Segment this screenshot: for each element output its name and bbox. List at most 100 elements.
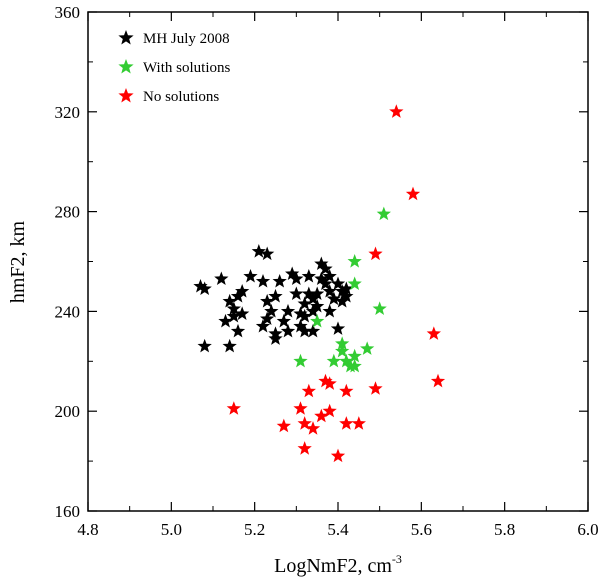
legend-marker [118,30,134,45]
data-point-series-1 [230,288,246,303]
data-point-series-1 [301,286,316,300]
data-point-series-1 [280,323,296,338]
data-point-series-2 [293,353,308,368]
data-point-series-1 [197,338,212,353]
data-point-series-2 [339,353,354,368]
plot-frame [87,11,589,512]
data-point-series-2 [372,301,387,315]
legend: MH July 2008 With solutions No solutions [118,30,230,105]
data-point-series-3 [322,376,337,390]
data-point-series-1 [305,303,321,318]
ticks-layer [87,11,589,512]
legend-marker [118,59,134,74]
x-tick-label: 5.4 [327,520,349,539]
points-layer [193,104,446,463]
data-point-series-1 [268,288,283,303]
data-point-series-1 [222,293,237,308]
data-point-series-1 [260,311,275,325]
y-tick-label: 200 [55,402,81,421]
data-point-series-1 [280,303,296,318]
data-point-series-1 [339,281,354,296]
data-point-series-1 [297,308,312,323]
x-tick-label: 5.8 [494,520,515,539]
data-point-series-2 [347,254,362,268]
y-tick-labels: 160 200 240 280 320 360 [55,3,81,521]
data-point-series-2 [335,336,350,350]
data-point-series-1 [285,266,300,281]
data-point-series-2 [347,358,362,373]
data-point-series-1 [255,318,271,333]
data-point-series-3 [368,381,383,395]
data-point-series-3 [389,104,404,118]
data-point-series-1 [260,293,275,308]
data-point-series-1 [226,301,241,315]
x-tick-label: 6.0 [577,520,598,539]
data-point-series-1 [235,306,250,320]
data-point-series-1 [310,298,325,313]
legend-marker [118,88,134,103]
data-point-series-1 [322,268,337,283]
data-point-series-3 [330,448,346,463]
data-point-series-1 [318,276,333,291]
data-point-series-1 [289,271,304,286]
data-point-series-1 [310,286,325,300]
data-point-series-1 [322,283,337,298]
data-point-series-2 [335,343,350,358]
y-axis-title: hmF2, km [7,220,29,303]
data-point-series-1 [276,313,291,328]
data-point-series-1 [251,244,266,258]
x-tick-label: 5.2 [244,520,265,539]
data-point-series-1 [268,331,283,345]
data-point-series-3 [305,421,321,435]
data-point-series-1 [297,296,312,310]
x-tick-label: 5.0 [161,520,182,539]
legend-label: MH July 2008 [143,31,230,47]
data-point-series-1 [260,246,275,261]
legend-label: With solutions [143,60,230,76]
data-point-series-1 [301,268,316,283]
y-tick-label: 360 [55,3,81,22]
y-tick-label: 280 [55,203,81,222]
data-point-series-1 [226,308,241,323]
data-point-series-3 [405,186,421,201]
data-point-series-3 [297,416,312,430]
data-point-series-1 [214,271,229,286]
data-point-series-3 [226,401,241,415]
data-point-series-3 [339,383,354,398]
data-point-series-1 [335,293,350,308]
data-point-series-1 [297,323,312,338]
data-point-series-1 [330,276,346,291]
data-point-series-1 [339,288,354,303]
data-point-series-1 [314,271,329,286]
data-point-series-2 [347,276,362,291]
data-point-series-1 [222,338,237,353]
data-point-series-1 [326,291,341,305]
data-point-series-1 [243,268,258,283]
data-point-series-1 [193,278,208,293]
data-point-series-1 [264,303,279,318]
data-point-series-1 [293,318,308,333]
data-point-series-2 [347,348,362,363]
data-point-series-1 [230,323,246,338]
data-point-series-1 [314,256,329,271]
data-point-series-1 [197,281,212,296]
data-point-series-3 [314,408,329,423]
x-tick-label: 4.8 [77,520,98,539]
data-point-series-2 [376,206,391,221]
data-point-series-3 [426,326,441,340]
data-point-series-1 [235,283,250,298]
data-point-series-1 [272,273,287,288]
x-tick-label: 5.6 [411,520,432,539]
data-point-series-1 [255,273,271,288]
data-point-series-3 [339,416,354,430]
data-point-series-3 [430,373,446,388]
data-point-series-3 [368,246,383,261]
y-tick-label: 160 [55,502,81,521]
y-tick-label: 240 [55,302,81,321]
x-axis-title: LogNmF2, cm-3 [274,552,402,577]
data-point-series-1 [268,326,283,340]
data-point-series-2 [326,353,341,368]
data-point-series-1 [318,261,333,276]
data-point-series-1 [330,321,346,335]
